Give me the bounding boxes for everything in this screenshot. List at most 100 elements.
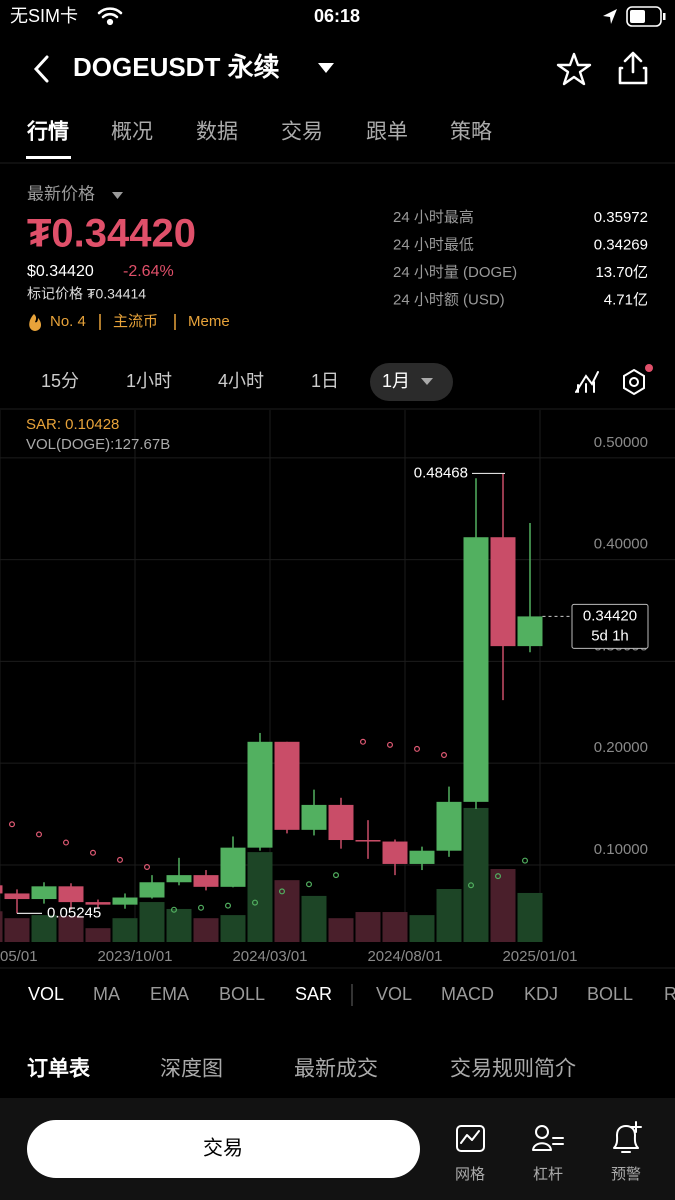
sar-dot xyxy=(89,849,96,856)
tab[interactable]: 行情 xyxy=(26,120,69,144)
section-tab[interactable]: 交易规则简介 xyxy=(450,1058,576,1081)
candle-body xyxy=(4,893,30,900)
candle-body xyxy=(301,804,327,830)
stat-label: 24 小时最低 xyxy=(393,236,474,253)
sar-dot xyxy=(333,872,340,879)
stat-value: 4.71亿 xyxy=(604,291,648,308)
section-tab[interactable]: 最新成交 xyxy=(294,1058,378,1081)
sar-dot xyxy=(468,882,475,889)
candle-body xyxy=(220,847,246,887)
favorite-button[interactable] xyxy=(556,52,592,86)
candle-body xyxy=(85,902,111,905)
section-tab[interactable]: 深度图 xyxy=(160,1058,223,1081)
y-tick-label: 0.40000 xyxy=(594,536,648,553)
sar-dot xyxy=(144,863,151,870)
trade-button-label[interactable]: 交易 xyxy=(203,1136,243,1159)
interval[interactable]: 1日 xyxy=(311,371,339,391)
indicator-tab[interactable]: R xyxy=(664,984,675,1004)
volume-bar xyxy=(436,888,462,942)
interval[interactable]: 4小时 xyxy=(218,371,264,391)
hot-icon xyxy=(29,314,42,331)
sar-dot xyxy=(35,831,42,838)
section-tab[interactable]: 订单表 xyxy=(27,1057,91,1081)
indicator-tab[interactable]: VOL xyxy=(28,984,64,1004)
volume-bar xyxy=(382,912,408,942)
mark-price: 标记价格 ₮0.34414 xyxy=(27,286,146,302)
symbol-title[interactable]: DOGEUSDT 永续 xyxy=(73,52,280,82)
indicator-tab[interactable]: SAR xyxy=(295,984,332,1004)
sar-dot xyxy=(521,857,528,864)
candle-body xyxy=(517,616,543,647)
interval[interactable]: 1小时 xyxy=(126,371,172,391)
candle-body xyxy=(463,537,489,802)
tab[interactable]: 数据 xyxy=(196,121,238,144)
share-button[interactable] xyxy=(618,51,648,85)
tab[interactable]: 交易 xyxy=(281,121,323,144)
tab[interactable]: 跟单 xyxy=(366,121,408,144)
sar-dot xyxy=(62,839,69,846)
max-label: 0.48468 xyxy=(414,464,468,481)
candle-body xyxy=(328,804,354,841)
sar-dot xyxy=(252,899,259,906)
tab[interactable]: 概况 xyxy=(111,121,153,144)
indicator-tab[interactable]: KDJ xyxy=(524,984,558,1004)
trade-button[interactable] xyxy=(27,1120,420,1178)
volume-bar xyxy=(274,880,300,942)
sar-dot xyxy=(116,856,123,863)
last-price-box xyxy=(571,603,649,649)
active-tab-indicator xyxy=(26,156,71,159)
volume-bar xyxy=(4,918,30,942)
candle-body xyxy=(139,882,165,898)
grid-bot-icon[interactable] xyxy=(456,1125,485,1152)
candle-body xyxy=(490,537,516,647)
tag: Meme xyxy=(188,313,230,330)
countdown-label: 5d 1h xyxy=(591,627,629,644)
indicator-tab[interactable]: MA xyxy=(93,984,120,1004)
symbol-dropdown[interactable] xyxy=(318,63,334,73)
notification-dot xyxy=(645,364,653,372)
y-tick-label: 0.20000 xyxy=(594,739,648,756)
candle-body xyxy=(409,850,435,864)
indicator-settings-icon[interactable] xyxy=(575,371,599,393)
volume-bar xyxy=(166,908,192,942)
sar-legend: SAR: 0.10428 xyxy=(26,416,119,433)
active-interval-pill xyxy=(370,363,453,401)
volume-bar xyxy=(247,852,273,942)
sar-dot xyxy=(414,745,421,752)
price-label[interactable]: 最新价格 xyxy=(27,184,95,203)
tab[interactable]: 策略 xyxy=(450,121,492,144)
back-button[interactable] xyxy=(33,55,49,83)
indicator-tab[interactable]: VOL xyxy=(376,984,412,1004)
volume-bar xyxy=(328,918,354,942)
indicator-tab[interactable]: BOLL xyxy=(219,984,265,1004)
volume-bar xyxy=(58,915,84,942)
sar-dot xyxy=(441,752,448,759)
tool-label[interactable]: 网格 xyxy=(455,1166,485,1183)
y-tick-label: 0.50000 xyxy=(594,434,648,451)
candle-body xyxy=(112,897,138,905)
tool-label[interactable]: 预警 xyxy=(611,1166,641,1183)
candle-body xyxy=(58,886,84,903)
interval[interactable]: 1月 xyxy=(382,371,410,391)
price-label-dropdown[interactable] xyxy=(112,192,123,199)
indicator-tab[interactable]: EMA xyxy=(150,984,189,1004)
alert-icon[interactable] xyxy=(613,1121,642,1153)
usd-price: $0.34420 xyxy=(27,263,94,280)
last-price: ₮0.34420 xyxy=(27,212,196,256)
indicator-tab[interactable]: MACD xyxy=(441,984,494,1004)
x-tick-label: 2024/03/01 xyxy=(232,948,307,965)
tool-label[interactable]: 杠杆 xyxy=(533,1166,563,1183)
interval[interactable]: 15分 xyxy=(41,371,79,391)
stat-value: 0.35972 xyxy=(594,209,648,226)
interval-dropdown[interactable] xyxy=(421,378,433,385)
volume-bar xyxy=(355,912,381,942)
sar-dot xyxy=(9,821,16,828)
battery-icon xyxy=(626,6,666,27)
leverage-icon[interactable] xyxy=(532,1125,564,1151)
candle-body xyxy=(166,875,192,883)
indicator-tab[interactable]: BOLL xyxy=(587,984,633,1004)
candle-body xyxy=(247,741,273,848)
chart-settings-icon[interactable] xyxy=(623,368,645,396)
